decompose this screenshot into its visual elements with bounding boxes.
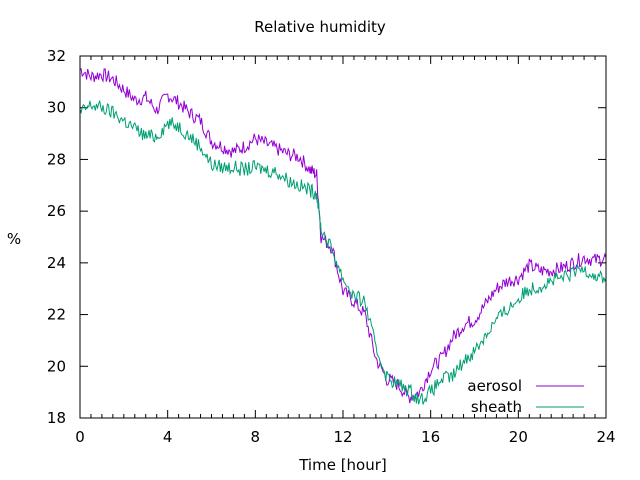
x-tick-label: 16 [421,428,440,446]
x-tick-label: 8 [251,428,261,446]
series-line-aerosol [79,68,607,404]
y-tick-label: 30 [47,99,66,117]
y-tick-label: 32 [47,47,66,65]
x-tick-label: 0 [75,428,85,446]
chart-title: Relative humidity [254,18,386,36]
legend-label: aerosol [467,377,522,395]
x-tick-label: 4 [163,428,173,446]
y-tick-label: 22 [47,306,66,324]
plot-frame [79,55,607,419]
y-tick-label: 20 [47,357,66,375]
x-axis-label: Time [hour] [299,456,387,474]
y-axis-label: % [6,230,22,248]
x-tick-label: 12 [333,428,352,446]
legend: aerosol sheath [467,377,584,416]
x-tick-label: 20 [509,428,528,446]
axis-ticks: 0 4 8 12 16 20 24 18 20 22 24 26 28 30 32 [47,47,616,446]
y-tick-label: 24 [47,254,66,272]
y-tick-label: 26 [47,202,66,220]
series-lines [79,68,607,405]
legend-label: sheath [471,398,522,416]
y-tick-label: 18 [47,409,66,427]
y-tick-label: 28 [47,150,66,168]
x-tick-label: 24 [596,428,615,446]
series-line-sheath [79,100,607,405]
